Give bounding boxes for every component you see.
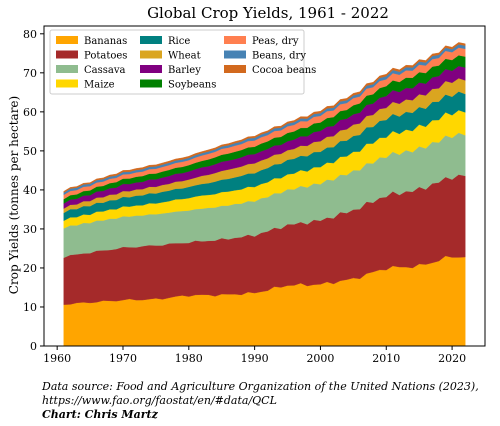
y-axis-ticks: 0 10 20 30 40 50 60 70 80: [23, 28, 44, 353]
legend-swatch-potatoes: [56, 50, 78, 59]
y-tick-label: 20: [23, 262, 37, 275]
legend-swatch-rice: [140, 36, 162, 44]
legend-label-maize: Maize: [84, 80, 115, 91]
legend-label-barley: Barley: [168, 65, 201, 76]
y-tick-label: 80: [23, 28, 37, 41]
legend-label-cassava: Cassava: [84, 65, 125, 76]
y-tick-label: 70: [23, 67, 37, 80]
y-tick-label: 30: [23, 223, 37, 236]
legend-swatch-cocoa-beans: [224, 65, 246, 73]
legend-label-potatoes: Potatoes: [84, 51, 127, 62]
y-tick-label: 10: [23, 301, 37, 314]
data-source-caption: Data source: Food and Agriculture Organi…: [42, 380, 479, 393]
legend-swatch-peas-dry: [224, 36, 246, 44]
legend-swatch-beans-dry: [224, 50, 246, 59]
y-tick-label: 40: [23, 184, 37, 197]
legend-swatch-cassava: [56, 65, 78, 73]
data-source-url: https://www.fao.org/faostat/en/#data/QCL: [42, 394, 277, 407]
legend: Bananas Potatoes Cassava Maize Rice Wheat Barl…: [49, 29, 316, 95]
chart-credit: Chart: Chris Martz: [42, 408, 158, 421]
legend-label-bananas: Bananas: [84, 36, 127, 47]
x-tick-label: 1990: [241, 352, 269, 365]
x-tick-label: 1960: [43, 352, 71, 365]
legend-swatch-wheat: [140, 50, 162, 59]
chart-title: Global Crop Yields, 1961 - 2022: [147, 4, 389, 22]
y-tick-label: 60: [23, 106, 37, 119]
legend-label-wheat: Wheat: [168, 51, 201, 62]
legend-label-beans-dry: Beans, dry: [252, 51, 306, 62]
y-tick-label: 0: [30, 340, 37, 353]
x-tick-label: 2020: [438, 352, 466, 365]
legend-swatch-barley: [140, 65, 162, 73]
legend-label-rice: Rice: [168, 36, 190, 47]
legend-box: [49, 29, 305, 95]
x-tick-label: 1970: [109, 352, 137, 365]
x-axis-ticks: 1960 1970 1980 1990 2000 2010 2020: [43, 346, 466, 365]
x-tick-label: 2000: [306, 352, 334, 365]
legend-swatch-soybeans: [140, 79, 162, 88]
legend-label-cocoa-beans: Cocoa beans: [252, 65, 316, 76]
series-areas: [63, 42, 466, 347]
plot-frame: [43, 25, 486, 347]
x-tick-label: 2010: [372, 352, 400, 365]
legend-label-soybeans: Soybeans: [168, 80, 216, 91]
y-axis-label: Crop Yields (tonnes per hectare): [7, 96, 21, 294]
y-tick-label: 50: [23, 145, 37, 158]
x-tick-label: 1980: [175, 352, 203, 365]
legend-swatch-maize: [56, 79, 78, 88]
area-cocoa-beans: [63, 42, 466, 193]
legend-label-peas-dry: Peas, dry: [252, 36, 299, 47]
legend-swatch-bananas: [56, 36, 78, 44]
